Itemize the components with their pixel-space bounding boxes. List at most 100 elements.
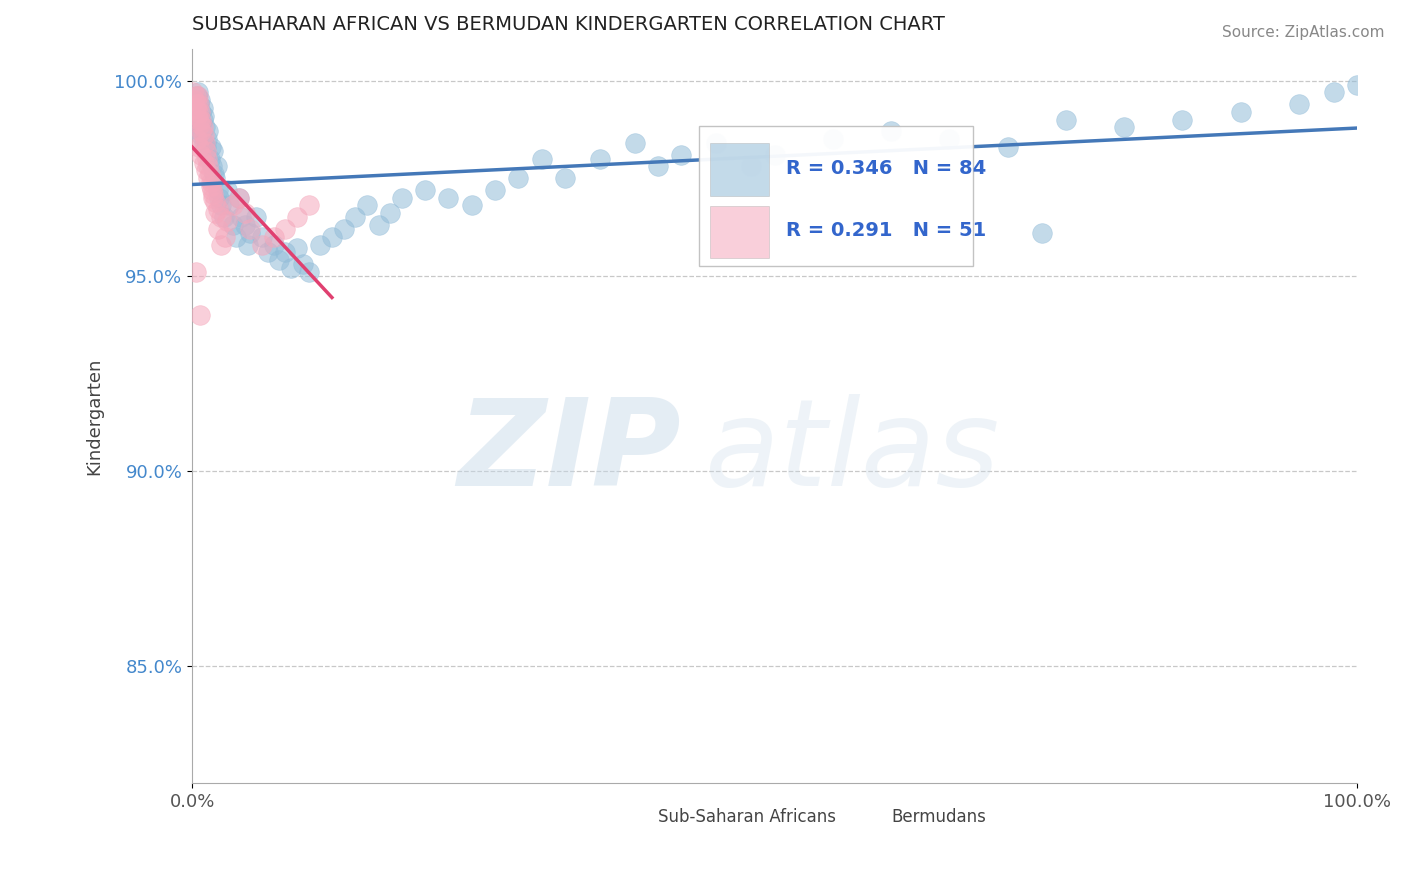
Point — [413, 183, 436, 197]
Point — [193, 109, 215, 123]
Point — [186, 132, 208, 146]
Point — [269, 253, 291, 268]
Point — [201, 160, 224, 174]
Point — [250, 229, 273, 244]
Point — [391, 191, 413, 205]
Point — [193, 155, 215, 169]
Point — [190, 148, 212, 162]
Point — [188, 124, 211, 138]
Text: SUBSAHARAN AFRICAN VS BERMUDAN KINDERGARTEN CORRELATION CHART: SUBSAHARAN AFRICAN VS BERMUDAN KINDERGAR… — [193, 15, 945, 34]
Point — [250, 237, 273, 252]
Point — [202, 144, 225, 158]
Point — [740, 160, 762, 174]
Point — [187, 89, 209, 103]
Point — [181, 86, 204, 100]
Point — [188, 93, 211, 107]
Point — [188, 97, 211, 112]
Point — [207, 202, 229, 217]
Point — [197, 171, 219, 186]
Point — [207, 222, 229, 236]
Point — [188, 112, 211, 127]
Point — [184, 265, 207, 279]
Point — [190, 104, 212, 119]
Point — [190, 128, 212, 143]
Point — [821, 132, 844, 146]
Point — [332, 222, 354, 236]
Point — [309, 237, 332, 252]
Point — [356, 198, 378, 212]
Point — [530, 152, 553, 166]
Point — [191, 101, 214, 115]
Y-axis label: Kindergarten: Kindergarten — [86, 358, 103, 475]
Point — [938, 132, 960, 146]
Point — [195, 140, 218, 154]
Point — [188, 97, 211, 112]
Point — [195, 163, 218, 178]
Point — [183, 112, 205, 127]
Point — [198, 152, 221, 166]
Point — [880, 124, 903, 138]
Point — [1323, 86, 1346, 100]
Point — [228, 191, 250, 205]
Point — [217, 214, 239, 228]
FancyBboxPatch shape — [617, 803, 650, 830]
Point — [193, 128, 215, 143]
Point — [205, 160, 228, 174]
Point — [217, 183, 239, 197]
Point — [239, 226, 262, 240]
Point — [263, 237, 285, 252]
Point — [285, 210, 308, 224]
Point — [202, 191, 225, 205]
Point — [190, 112, 212, 127]
Point — [195, 132, 218, 146]
Text: R = 0.291   N = 51: R = 0.291 N = 51 — [786, 221, 987, 240]
Point — [198, 167, 221, 181]
Text: atlas: atlas — [704, 394, 1000, 511]
Point — [184, 101, 207, 115]
Point — [239, 222, 262, 236]
Point — [263, 229, 285, 244]
Point — [1288, 97, 1310, 112]
Point — [671, 148, 693, 162]
Point — [188, 104, 211, 119]
Point — [647, 160, 669, 174]
Point — [218, 198, 240, 212]
Point — [298, 265, 321, 279]
FancyBboxPatch shape — [851, 803, 883, 830]
Point — [188, 308, 211, 322]
Point — [197, 124, 219, 138]
Point — [188, 140, 211, 154]
Point — [186, 89, 208, 103]
Point — [437, 191, 460, 205]
Point — [184, 101, 207, 115]
Point — [229, 210, 252, 224]
Point — [184, 89, 207, 103]
Point — [1229, 104, 1251, 119]
Point — [194, 120, 217, 135]
Point — [204, 194, 226, 209]
Point — [222, 218, 245, 232]
Point — [183, 93, 205, 107]
Point — [1031, 226, 1053, 240]
Text: Source: ZipAtlas.com: Source: ZipAtlas.com — [1222, 25, 1385, 40]
FancyBboxPatch shape — [710, 206, 769, 259]
Point — [1171, 112, 1194, 127]
Point — [200, 175, 222, 189]
Point — [204, 206, 226, 220]
FancyBboxPatch shape — [710, 144, 769, 196]
Point — [763, 148, 786, 162]
Point — [378, 206, 401, 220]
Point — [245, 210, 267, 224]
Point — [280, 260, 302, 275]
Point — [623, 136, 645, 150]
Point — [194, 136, 217, 150]
Point — [208, 191, 231, 205]
Point — [225, 229, 247, 244]
Point — [236, 237, 259, 252]
Point — [222, 198, 245, 212]
Point — [321, 229, 343, 244]
Point — [193, 136, 215, 150]
Point — [298, 198, 321, 212]
Text: Bermudans: Bermudans — [891, 807, 986, 826]
Point — [344, 210, 367, 224]
